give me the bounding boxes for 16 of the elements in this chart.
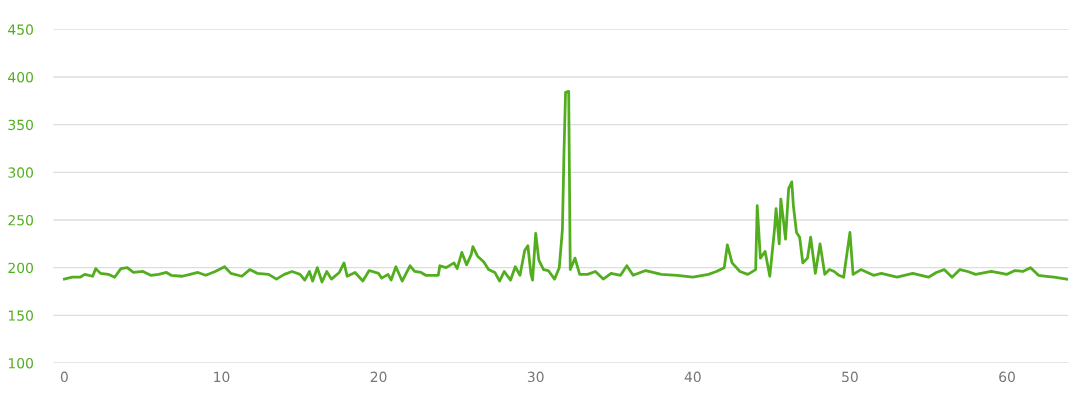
x-tick-label: 30: [527, 371, 544, 383]
y-tick-label: 200: [8, 262, 33, 274]
x-tick-label: 0: [60, 371, 68, 383]
y-tick-label: 100: [8, 357, 33, 369]
line-series: [62, 89, 1069, 284]
y-tick-label: 300: [8, 167, 33, 178]
x-tick-label: 60: [999, 371, 1015, 383]
y-tick-label: 400: [8, 71, 33, 83]
x-tick-label: 50: [842, 371, 858, 383]
y-tick-label: 450: [8, 24, 33, 35]
y-tick-label: 350: [8, 119, 33, 131]
y-tick-label: 250: [8, 214, 33, 226]
x-tick-label: 20: [370, 371, 387, 383]
y-tick-label: 150: [8, 310, 33, 321]
x-tick-label: 10: [214, 371, 230, 383]
x-tick-label: 40: [684, 371, 701, 383]
